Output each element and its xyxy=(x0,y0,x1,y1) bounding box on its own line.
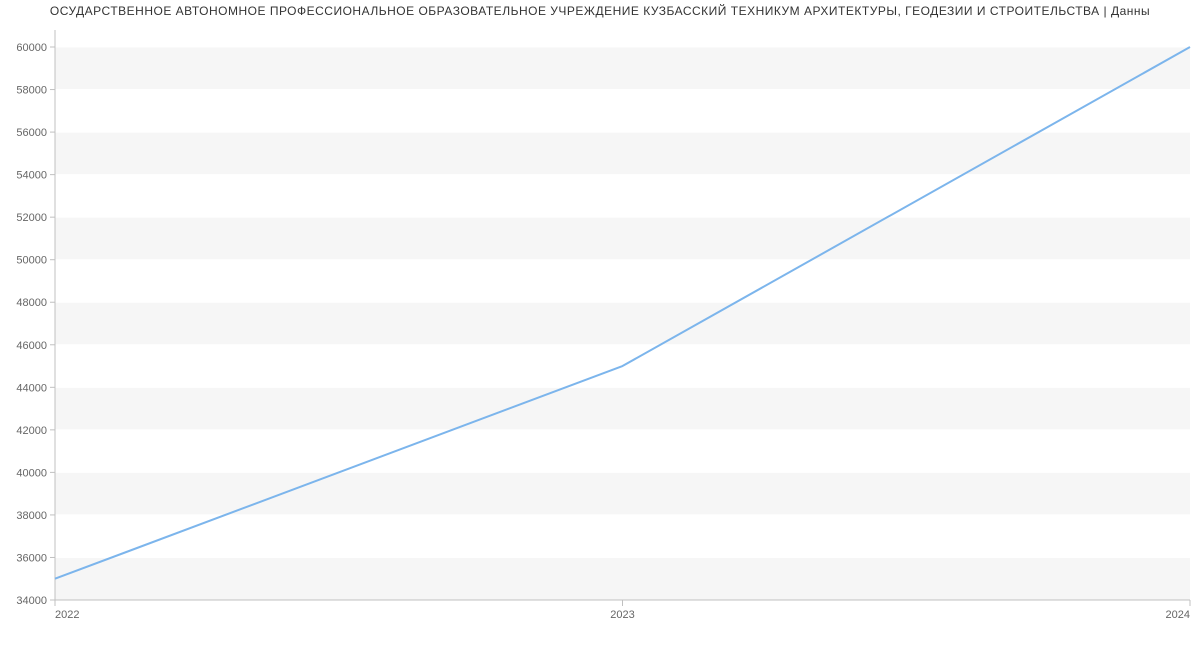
chart-title: ОСУДАРСТВЕННОЕ АВТОНОМНОЕ ПРОФЕССИОНАЛЬН… xyxy=(0,0,1200,18)
y-tick-label: 52000 xyxy=(16,212,47,224)
y-tick-label: 58000 xyxy=(16,85,47,97)
grid-band xyxy=(55,387,1190,430)
y-tick-label: 40000 xyxy=(16,467,47,479)
grid-band xyxy=(55,260,1190,303)
grid-band xyxy=(55,515,1190,558)
y-tick-label: 36000 xyxy=(16,552,47,564)
grid-band xyxy=(55,472,1190,515)
y-tick-label: 42000 xyxy=(16,425,47,437)
y-tick-label: 48000 xyxy=(16,297,47,309)
y-tick-label: 60000 xyxy=(16,42,47,54)
grid-band xyxy=(55,90,1190,133)
grid-band xyxy=(55,47,1190,90)
y-tick-label: 54000 xyxy=(16,170,47,182)
grid-band xyxy=(55,302,1190,345)
y-tick-label: 56000 xyxy=(16,127,47,139)
y-tick-label: 44000 xyxy=(16,382,47,394)
x-tick-label: 2023 xyxy=(610,609,634,621)
y-tick-label: 46000 xyxy=(16,340,47,352)
grid-band xyxy=(55,557,1190,600)
y-tick-label: 50000 xyxy=(16,255,47,267)
x-tick-label: 2024 xyxy=(1166,609,1190,621)
grid-band xyxy=(55,430,1190,473)
x-tick-label: 2022 xyxy=(55,609,79,621)
grid-band xyxy=(55,217,1190,260)
y-tick-label: 34000 xyxy=(16,595,47,607)
y-tick-label: 38000 xyxy=(16,510,47,522)
chart-svg: 34000 36000 38000 40000 42000 44000 46000 48000… xyxy=(0,20,1200,630)
chart-area: 34000 36000 38000 40000 42000 44000 46000 48000… xyxy=(0,20,1200,630)
grid-band xyxy=(55,132,1190,175)
grid-band xyxy=(55,175,1190,218)
